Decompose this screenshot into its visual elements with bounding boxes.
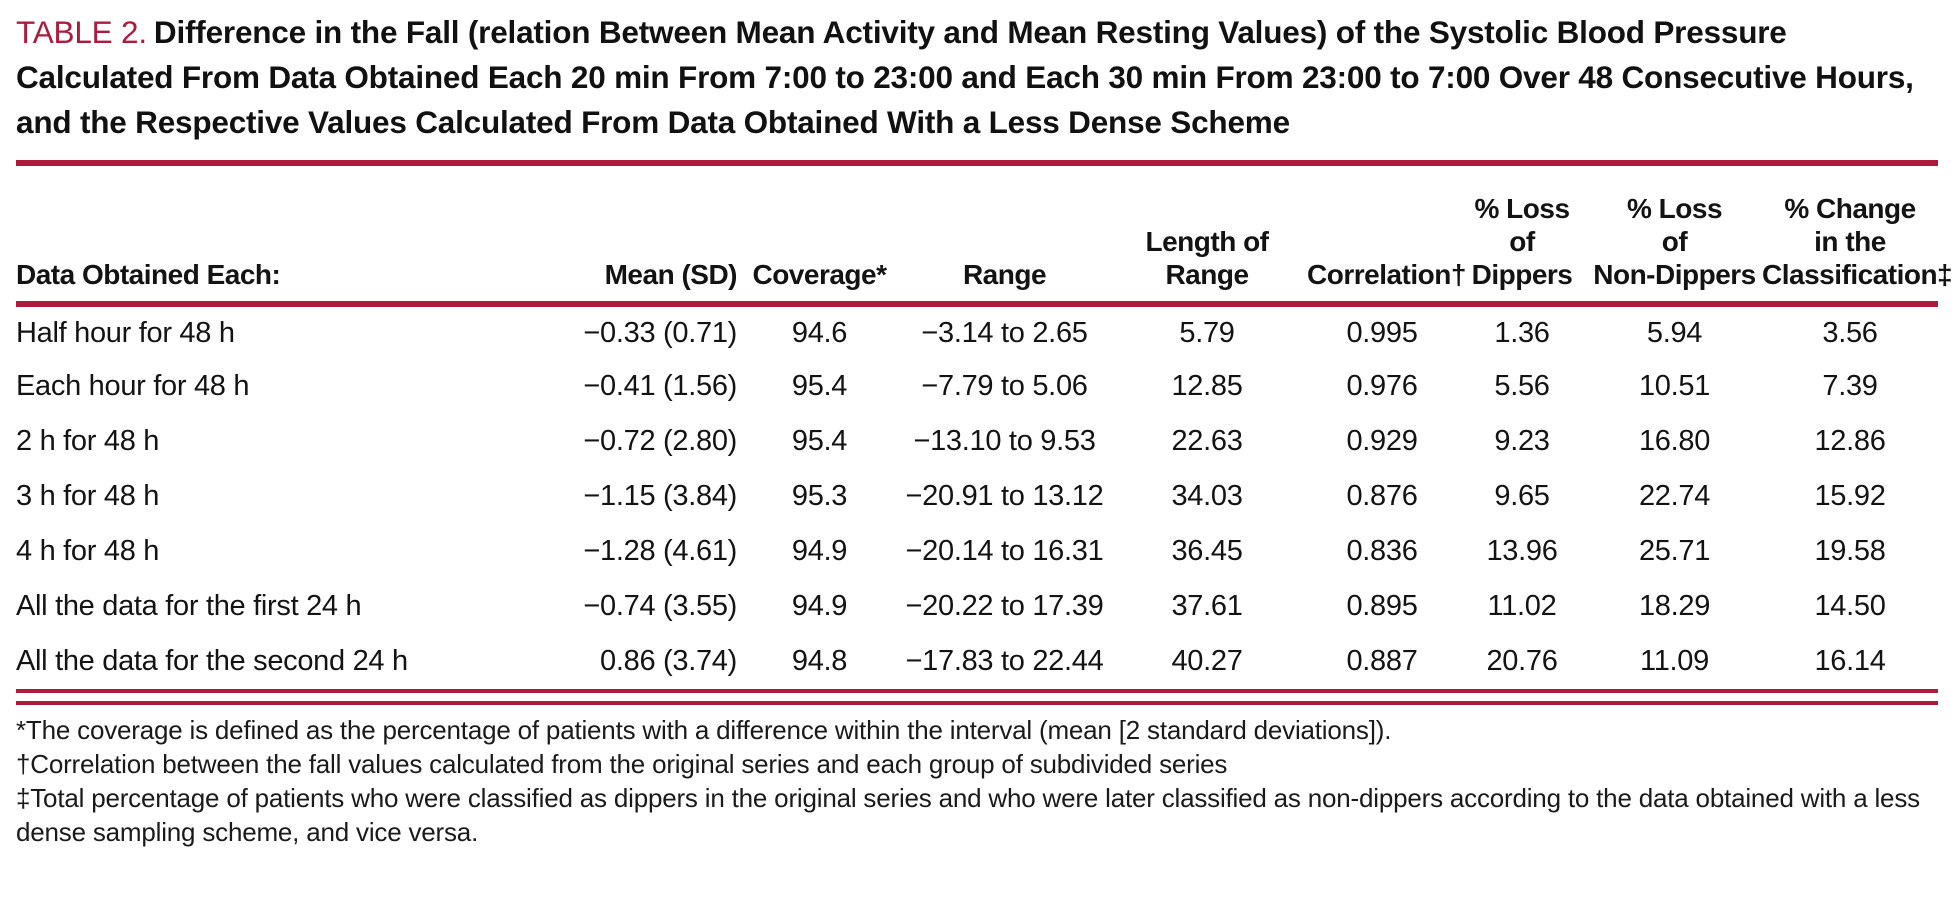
cell-change-classification: 16.14 [1814, 645, 1886, 677]
cell-data-obtained: 3 h for 48 h [16, 480, 160, 512]
cell-coverage: 94.9 [791, 590, 848, 622]
header-row: Data Obtained Each: Mean (SD) Coverage* Ran… [16, 166, 1953, 307]
column-header-mean-sd: Mean (SD) [512, 166, 738, 307]
cell-correlation: 0.895 [1346, 590, 1418, 622]
cell-length-of-range: 37.61 [1171, 590, 1243, 622]
column-header-loss-non-dippers: % Loss of Non-Dippers [1587, 166, 1762, 307]
table-row: Half hour for 48 h −0.33 (0.71) 94.6 −3.14 … [16, 304, 1938, 359]
table-body: Half hour for 48 h −0.33 (0.71) 94.6 −3.14 … [16, 304, 1938, 689]
cell-coverage: 95.3 [791, 480, 848, 512]
cell-length-of-range: 12.85 [1171, 370, 1243, 402]
table-number-label: TABLE 2. [16, 14, 147, 50]
cell-mean-sd: −0.74 (3.55) [583, 590, 737, 622]
cell-correlation: 0.976 [1346, 370, 1418, 402]
cell-data-obtained: All the data for the second 24 h [16, 645, 408, 677]
cell-mean-sd: −1.15 (3.84) [583, 480, 737, 512]
cell-correlation: 0.887 [1346, 645, 1418, 677]
cell-mean-sd: −0.33 (0.71) [583, 316, 737, 349]
table-row: 3 h for 48 h −1.15 (3.84) 95.3 −20.91 to 13… [16, 469, 1938, 524]
cell-range: −3.14 to 2.65 [921, 316, 1088, 349]
footnote: ‡Total percentage of patients who were c… [16, 783, 1920, 847]
cell-correlation: 0.876 [1346, 480, 1418, 512]
cell-loss-non-dippers: 22.74 [1638, 480, 1711, 512]
cell-loss-non-dippers: 10.51 [1638, 370, 1711, 402]
cell-correlation: 0.929 [1346, 425, 1418, 457]
cell-length-of-range: 22.63 [1171, 425, 1243, 457]
cell-loss-non-dippers: 11.09 [1640, 645, 1709, 677]
cell-loss-non-dippers: 25.71 [1638, 535, 1711, 567]
column-header-coverage: Coverage* [737, 166, 902, 307]
table-2-figure: TABLE 2. Difference in the Fall (relation… [16, 10, 1953, 849]
cell-mean-sd: 0.86 (3.74) [600, 645, 737, 677]
cell-loss-dippers: 20.76 [1486, 645, 1558, 677]
cell-loss-dippers: 9.65 [1494, 480, 1550, 512]
footnote: †Correlation between the fall values cal… [16, 749, 1228, 779]
cell-length-of-range: 40.27 [1171, 645, 1243, 677]
cell-loss-dippers: 1.36 [1494, 316, 1550, 349]
cell-loss-dippers: 9.23 [1494, 425, 1550, 457]
cell-mean-sd: −0.72 (2.80) [583, 425, 737, 457]
cell-data-obtained: Each hour for 48 h [16, 370, 250, 402]
cell-loss-dippers: 13.96 [1486, 535, 1558, 567]
top-rule [16, 160, 1938, 166]
cell-length-of-range: 36.45 [1171, 535, 1243, 567]
table-title: TABLE 2. Difference in the Fall (relation… [16, 10, 1928, 145]
column-header-data-obtained: Data Obtained Each: [16, 166, 512, 307]
cell-range: −20.91 to 13.12 [905, 480, 1104, 512]
table-row: All the data for the first 24 h −0.74 (3.… [16, 579, 1938, 634]
cell-loss-non-dippers: 5.94 [1646, 316, 1703, 349]
cell-range: −7.79 to 5.06 [921, 370, 1088, 402]
cell-data-obtained: All the data for the first 24 h [16, 590, 362, 622]
cell-coverage: 94.8 [791, 645, 848, 677]
cell-range: −13.10 to 9.53 [913, 425, 1096, 457]
column-header-range: Range [902, 166, 1107, 307]
cell-length-of-range: 34.03 [1171, 480, 1243, 512]
cell-data-obtained: 2 h for 48 h [16, 425, 160, 457]
footnotes: *The coverage is defined as the percenta… [16, 713, 1938, 849]
cell-coverage: 95.4 [791, 370, 848, 402]
column-header-change-classification: % Change in the Classification‡ [1762, 166, 1953, 307]
cell-loss-dippers: 11.02 [1487, 590, 1557, 622]
table-row: 2 h for 48 h −0.72 (2.80) 95.4 −13.10 to 9.… [16, 414, 1938, 469]
cell-change-classification: 19.58 [1814, 535, 1886, 567]
footnote: *The coverage is defined as the percenta… [16, 715, 1392, 745]
cell-change-classification: 3.56 [1822, 316, 1878, 349]
cell-range: −20.14 to 16.31 [905, 535, 1104, 567]
cell-change-classification: 7.39 [1822, 370, 1878, 402]
table-row: 4 h for 48 h −1.28 (4.61) 94.9 −20.14 to 16… [16, 524, 1938, 579]
cell-change-classification: 12.86 [1814, 425, 1886, 457]
cell-coverage: 94.6 [791, 316, 848, 349]
column-header-length-of-range: Length of Range [1107, 166, 1307, 307]
cell-loss-dippers: 5.56 [1494, 370, 1550, 402]
cell-mean-sd: −0.41 (1.56) [583, 370, 737, 402]
cell-loss-non-dippers: 16.80 [1638, 425, 1711, 457]
cell-data-obtained: 4 h for 48 h [16, 535, 160, 567]
cell-length-of-range: 5.79 [1179, 316, 1235, 349]
cell-correlation: 0.995 [1346, 316, 1418, 349]
column-header-correlation: Correlation† [1307, 166, 1466, 307]
cell-change-classification: 15.92 [1814, 480, 1886, 512]
column-header-loss-dippers: % Loss of Dippers [1457, 166, 1587, 307]
table-row: Each hour for 48 h −0.41 (1.56) 95.4 −7.79 … [16, 359, 1938, 414]
cell-mean-sd: −1.28 (4.61) [583, 535, 737, 567]
cell-correlation: 0.836 [1346, 535, 1418, 567]
cell-change-classification: 14.50 [1814, 590, 1886, 622]
cell-coverage: 95.4 [791, 425, 848, 457]
cell-range: −20.22 to 17.39 [905, 590, 1104, 622]
cell-data-obtained: Half hour for 48 h [16, 316, 235, 349]
table-row: All the data for the second 24 h 0.86 (3.… [16, 634, 1938, 689]
table-title-text: Difference in the Fall (relation Between… [16, 14, 1914, 140]
bottom-double-rule [16, 689, 1938, 705]
cell-loss-non-dippers: 18.29 [1638, 590, 1711, 622]
data-table: Data Obtained Each: Mean (SD) Coverage* Ran… [16, 166, 1953, 689]
cell-range: −17.83 to 22.44 [905, 645, 1104, 677]
cell-coverage: 94.9 [791, 535, 848, 567]
